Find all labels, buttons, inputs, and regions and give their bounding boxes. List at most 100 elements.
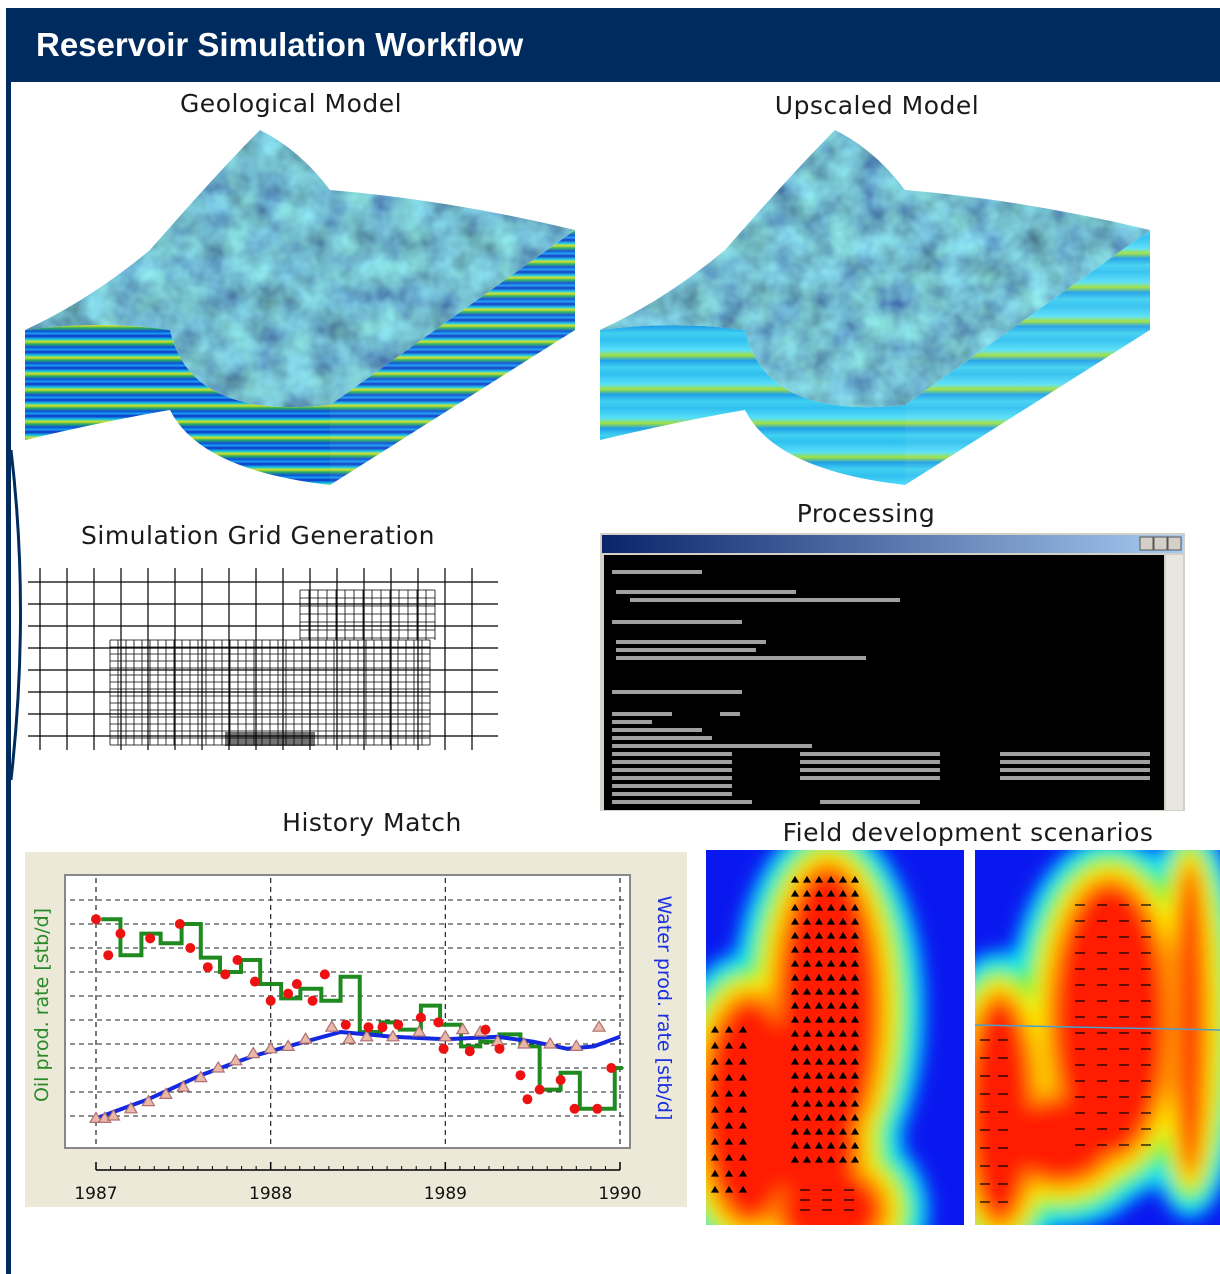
well-marker (838, 889, 848, 897)
well-marker (790, 1071, 800, 1079)
well-marker (838, 1127, 848, 1135)
console-line (612, 752, 732, 756)
well-marker (838, 1057, 848, 1065)
console-line (1000, 760, 1150, 764)
observed-oil-point (91, 914, 101, 925)
well-marker (838, 987, 848, 995)
well-marker (790, 973, 800, 981)
observed-oil-point (569, 1103, 580, 1114)
well-marker (826, 1043, 836, 1051)
well-marker (826, 959, 836, 967)
well-marker (710, 1073, 720, 1081)
heat-contour (780, 870, 876, 1150)
observed-water-point (246, 1046, 261, 1059)
well-marker (838, 973, 848, 981)
heat-contour (780, 1170, 880, 1225)
well-marker (802, 931, 812, 939)
observed-water-point (591, 1020, 607, 1032)
observed-water-point (543, 1036, 558, 1049)
console-line (612, 620, 742, 624)
observed-oil-point (438, 1043, 449, 1054)
well-marker (790, 875, 800, 883)
well-marker (850, 889, 860, 897)
heat-blob (706, 850, 928, 1225)
well-marker (710, 1089, 720, 1097)
well-marker (826, 1029, 836, 1037)
well-marker (724, 1089, 734, 1097)
well-marker (724, 1185, 734, 1193)
well-marker (802, 889, 812, 897)
well-marker (790, 931, 800, 939)
well-marker (826, 973, 836, 981)
well-marker (738, 1105, 748, 1113)
well-marker (738, 1121, 748, 1129)
well-marker (790, 1127, 800, 1135)
well-marker (724, 1137, 734, 1145)
observed-oil-point (291, 979, 302, 989)
console-line (612, 690, 742, 694)
console-line (820, 800, 920, 804)
plot-area (64, 874, 631, 1149)
well-marker (802, 945, 812, 953)
well-marker (826, 1099, 836, 1107)
well-marker (790, 987, 800, 995)
well-marker (814, 1029, 824, 1037)
well-marker (790, 1141, 800, 1149)
well-marker (802, 1015, 812, 1023)
simulation-grid (28, 568, 498, 750)
well-marker (738, 1057, 748, 1065)
observed-oil-point (232, 955, 243, 965)
well-marker (826, 917, 836, 925)
observed-water-point (298, 1032, 313, 1044)
console-line (1000, 752, 1150, 756)
well-marker (802, 1141, 812, 1149)
well-marker (710, 1153, 720, 1161)
well-marker (814, 1085, 824, 1093)
well-marker (738, 1185, 748, 1193)
header-bar (8, 8, 1220, 82)
well-marker (826, 903, 836, 911)
upscaled-model-block (600, 130, 1150, 485)
observed-water-point (123, 1101, 138, 1114)
well-marker (814, 1015, 824, 1023)
well-marker (802, 1155, 812, 1163)
observed-oil-point (555, 1075, 566, 1085)
well-marker (850, 959, 860, 967)
y2-axis-label: Water prod. rate [stb/d] (653, 896, 675, 1121)
well-marker (790, 1085, 800, 1093)
well-marker (790, 1057, 800, 1065)
well-marker (850, 1141, 860, 1149)
observed-water-point (385, 1029, 400, 1042)
observed-oil-point (377, 1022, 388, 1033)
well-marker (802, 1057, 812, 1065)
fault-line (974, 1024, 1220, 1031)
well-marker (826, 1155, 836, 1163)
well-marker (838, 1085, 848, 1093)
console-line (800, 760, 940, 764)
well-marker (814, 973, 824, 981)
observed-water-point (88, 1111, 104, 1123)
well-marker (826, 1141, 836, 1149)
well-marker (838, 1043, 848, 1051)
panel-title: Field development scenarios (783, 818, 1154, 847)
observed-oil-point (265, 995, 276, 1006)
well-marker (826, 1085, 836, 1093)
well-marker (724, 1153, 734, 1161)
well-marker (710, 1185, 720, 1193)
observed-water-point (455, 1022, 470, 1035)
well-marker (850, 1099, 860, 1107)
well-marker (790, 959, 800, 967)
well-marker (850, 973, 860, 981)
heat-contour (1010, 1100, 1110, 1180)
observed-oil-point (464, 1046, 475, 1057)
observed-water-point (438, 1029, 453, 1042)
well-marker (826, 1113, 836, 1121)
heat-blob (975, 850, 1220, 1225)
well-marker (814, 1113, 824, 1121)
observed-water-point (324, 1020, 339, 1032)
x-tick-label: 1988 (249, 1184, 292, 1204)
observed-water-point (342, 1032, 357, 1044)
console-line (800, 776, 940, 780)
well-marker (802, 1001, 812, 1009)
